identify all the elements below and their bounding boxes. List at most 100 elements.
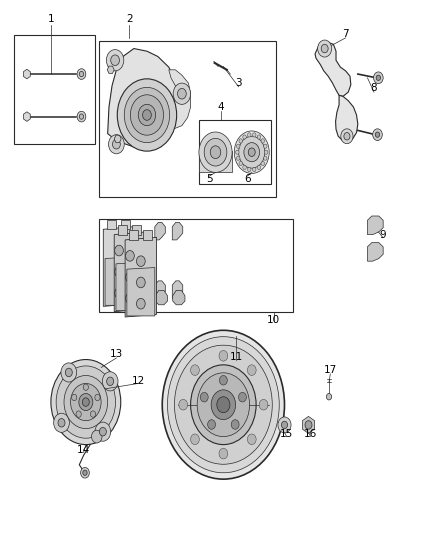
- Text: 3: 3: [235, 78, 242, 88]
- Circle shape: [77, 69, 86, 79]
- Bar: [99, 41, 276, 197]
- Circle shape: [237, 156, 240, 160]
- Bar: [199, 151, 232, 172]
- Circle shape: [239, 139, 243, 143]
- Circle shape: [77, 111, 86, 122]
- Circle shape: [137, 277, 145, 288]
- Text: 9: 9: [379, 230, 386, 240]
- Polygon shape: [114, 232, 146, 312]
- Circle shape: [239, 392, 247, 402]
- Polygon shape: [172, 281, 183, 298]
- Circle shape: [99, 427, 106, 436]
- Polygon shape: [108, 49, 177, 149]
- Circle shape: [95, 422, 111, 441]
- Circle shape: [174, 345, 272, 464]
- Circle shape: [373, 129, 382, 141]
- Circle shape: [115, 266, 124, 277]
- Circle shape: [92, 430, 102, 443]
- Circle shape: [374, 72, 383, 84]
- Circle shape: [51, 360, 121, 445]
- Text: 4: 4: [218, 102, 225, 112]
- Circle shape: [131, 95, 163, 135]
- Polygon shape: [116, 262, 144, 311]
- Circle shape: [318, 40, 332, 57]
- Circle shape: [375, 132, 380, 138]
- Circle shape: [217, 397, 230, 413]
- Polygon shape: [315, 42, 351, 96]
- Circle shape: [282, 421, 288, 429]
- Circle shape: [261, 161, 265, 166]
- Circle shape: [219, 351, 228, 361]
- Circle shape: [211, 390, 236, 419]
- Text: 11: 11: [230, 352, 243, 362]
- Circle shape: [247, 133, 251, 137]
- Text: 17: 17: [324, 365, 337, 375]
- Text: 2: 2: [126, 14, 133, 25]
- Circle shape: [243, 165, 246, 169]
- Circle shape: [264, 144, 267, 148]
- Circle shape: [252, 167, 256, 172]
- Polygon shape: [121, 220, 131, 229]
- Circle shape: [143, 110, 151, 120]
- Circle shape: [179, 399, 187, 410]
- Circle shape: [113, 140, 120, 149]
- Text: 13: 13: [110, 349, 123, 359]
- Text: 1: 1: [48, 14, 54, 25]
- Circle shape: [278, 417, 291, 433]
- Polygon shape: [24, 69, 30, 79]
- Circle shape: [247, 365, 256, 375]
- Circle shape: [79, 71, 84, 77]
- Circle shape: [261, 139, 265, 143]
- Circle shape: [239, 161, 243, 166]
- Text: 5: 5: [206, 174, 213, 184]
- Circle shape: [58, 418, 65, 427]
- Circle shape: [61, 363, 77, 382]
- Circle shape: [376, 75, 381, 80]
- Polygon shape: [155, 290, 167, 305]
- Polygon shape: [169, 70, 191, 128]
- Circle shape: [326, 393, 332, 400]
- Circle shape: [197, 373, 250, 437]
- Polygon shape: [143, 230, 152, 240]
- Circle shape: [95, 394, 100, 401]
- Circle shape: [191, 365, 199, 375]
- Text: 7: 7: [343, 29, 349, 39]
- Circle shape: [53, 413, 69, 432]
- Circle shape: [102, 372, 118, 391]
- Circle shape: [79, 114, 84, 119]
- Circle shape: [106, 50, 124, 71]
- Text: 10: 10: [267, 314, 280, 325]
- Circle shape: [126, 272, 134, 282]
- Circle shape: [244, 143, 260, 162]
- Circle shape: [82, 398, 89, 406]
- Circle shape: [204, 139, 227, 166]
- Circle shape: [124, 87, 170, 143]
- Text: 12: 12: [131, 376, 145, 386]
- Circle shape: [257, 135, 261, 139]
- Circle shape: [231, 419, 239, 429]
- Circle shape: [305, 421, 312, 429]
- Polygon shape: [367, 243, 383, 261]
- Circle shape: [71, 394, 77, 401]
- Circle shape: [76, 411, 81, 417]
- Text: 15: 15: [280, 429, 293, 439]
- Text: 14: 14: [77, 445, 90, 455]
- Circle shape: [138, 104, 155, 126]
- Circle shape: [126, 251, 134, 261]
- Polygon shape: [127, 268, 155, 316]
- Circle shape: [177, 88, 186, 99]
- Circle shape: [234, 131, 269, 173]
- Text: 8: 8: [371, 83, 377, 93]
- Polygon shape: [24, 112, 30, 122]
- Circle shape: [247, 434, 256, 445]
- Circle shape: [117, 79, 177, 151]
- Circle shape: [237, 144, 240, 148]
- Circle shape: [79, 393, 93, 410]
- Circle shape: [257, 165, 261, 169]
- Circle shape: [115, 245, 124, 256]
- Polygon shape: [129, 230, 138, 240]
- Circle shape: [191, 365, 256, 445]
- Polygon shape: [172, 222, 183, 240]
- Polygon shape: [132, 225, 141, 235]
- Polygon shape: [105, 257, 133, 305]
